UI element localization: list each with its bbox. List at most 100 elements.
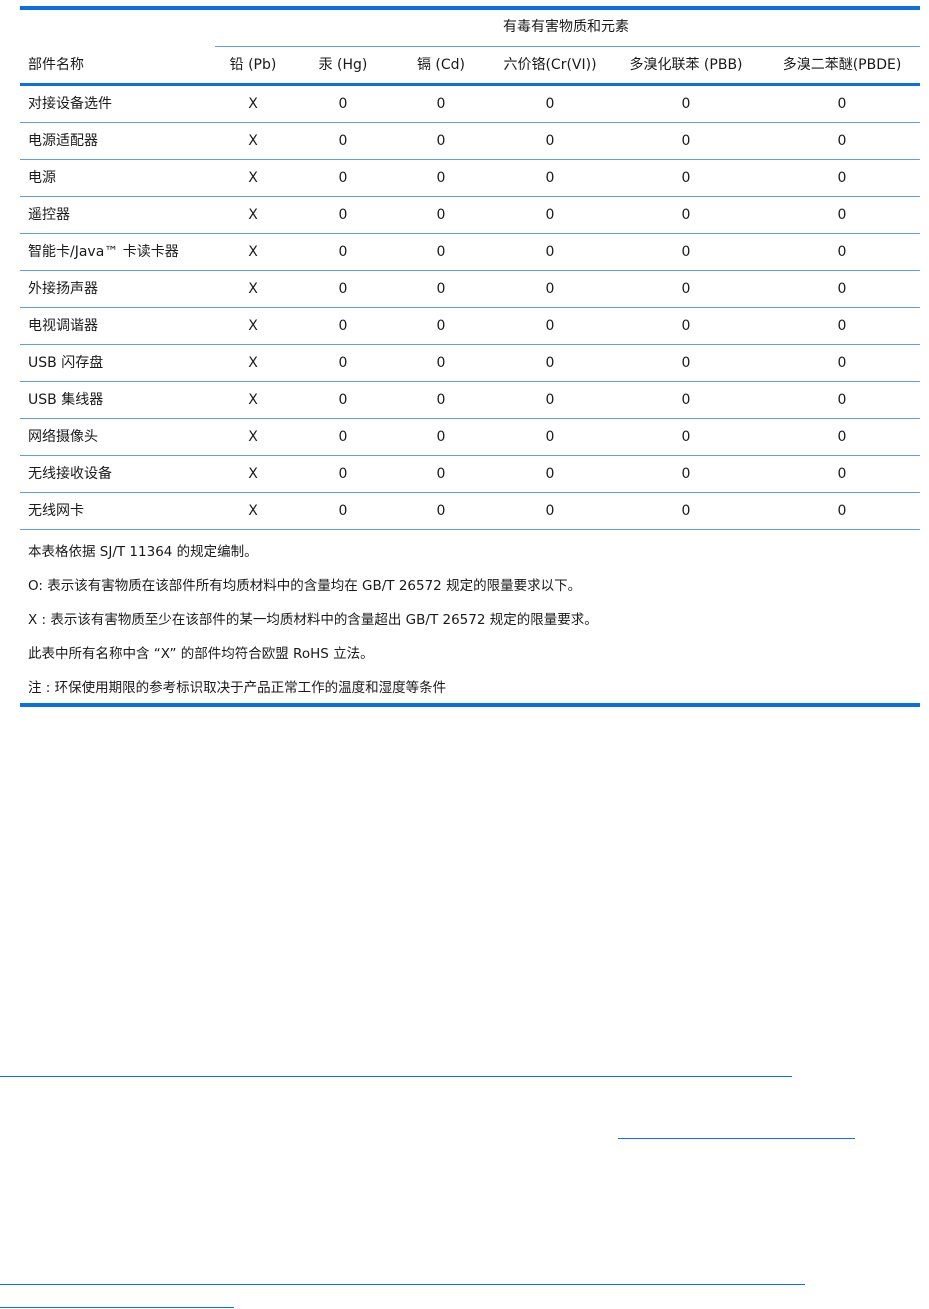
substance-value: 0 — [681, 429, 691, 445]
table-row: 网络摄像头 X 0 0 0 0 0 — [20, 419, 920, 456]
substance-value: 0 — [545, 281, 555, 297]
row-divider — [20, 418, 920, 419]
substance-value: 0 — [436, 429, 446, 445]
component-name: 外接扬声器 — [28, 281, 98, 297]
substance-value: 0 — [837, 355, 847, 371]
substance-value: 0 — [837, 318, 847, 334]
substance-value: 0 — [545, 429, 555, 445]
substance-value: 0 — [338, 466, 348, 482]
column-header: 六价铬(Cr(VI)) — [503, 57, 597, 73]
substance-value: X — [248, 392, 258, 408]
substance-value: 0 — [545, 244, 555, 260]
substance-value: 0 — [837, 170, 847, 186]
substance-value: 0 — [837, 392, 847, 408]
component-name: 网络摄像头 — [28, 429, 98, 445]
substance-value: 0 — [338, 318, 348, 334]
substance-value: 0 — [338, 503, 348, 519]
note: X : 表示该有害物质至少在该部件的某一均质材料中的含量超出 GB/T 2657… — [28, 612, 598, 628]
substance-value: X — [248, 207, 258, 223]
column-header: 铅 (Pb) — [229, 57, 277, 73]
substance-value: 0 — [338, 207, 348, 223]
substance-value: 0 — [681, 170, 691, 186]
substance-value: X — [248, 318, 258, 334]
component-name: 电源适配器 — [28, 133, 98, 149]
component-name: 对接设备选件 — [28, 96, 112, 112]
table-top-rule — [20, 6, 920, 10]
substance-value: 0 — [436, 466, 446, 482]
substance-value: 0 — [338, 429, 348, 445]
link-underline[interactable] — [0, 1307, 234, 1308]
table-bottom-rule — [20, 703, 920, 707]
substance-value: 0 — [545, 133, 555, 149]
row-divider — [20, 381, 920, 382]
substance-value: 0 — [436, 207, 446, 223]
link-underline[interactable] — [0, 1284, 805, 1285]
substance-value: 0 — [436, 281, 446, 297]
substance-value: 0 — [681, 96, 691, 112]
table-row: 智能卡/Java™ 卡读卡器 X 0 0 0 0 0 — [20, 234, 920, 271]
column-header: 多溴二苯醚(PBDE) — [782, 57, 902, 73]
substance-value: 0 — [837, 96, 847, 112]
substance-value: 0 — [837, 503, 847, 519]
row-divider — [20, 233, 920, 234]
substance-value: 0 — [545, 503, 555, 519]
substance-value: 0 — [436, 170, 446, 186]
substance-value: X — [248, 466, 258, 482]
column-header: 汞 (Hg) — [318, 57, 368, 73]
row-divider — [20, 455, 920, 456]
substance-value: X — [248, 133, 258, 149]
column-header: 镉 (Cd) — [416, 57, 466, 73]
substance-value: X — [248, 96, 258, 112]
column-header: 多溴化联苯 (PBB) — [629, 57, 743, 73]
substance-value: 0 — [545, 355, 555, 371]
substance-value: 0 — [681, 281, 691, 297]
row-divider — [20, 159, 920, 160]
table-row: 电源 X 0 0 0 0 0 — [20, 160, 920, 197]
row-divider — [20, 122, 920, 123]
row-divider — [20, 196, 920, 197]
substance-value: 0 — [837, 244, 847, 260]
substance-value: 0 — [681, 392, 691, 408]
row-divider — [20, 307, 920, 308]
header-rule — [20, 83, 920, 86]
substance-value: 0 — [837, 207, 847, 223]
substance-value: 0 — [837, 466, 847, 482]
substance-value: 0 — [545, 318, 555, 334]
table-row: 外接扬声器 X 0 0 0 0 0 — [20, 271, 920, 308]
component-name: 电视调谐器 — [28, 318, 98, 334]
substance-value: 0 — [338, 244, 348, 260]
table-row: 对接设备选件 X 0 0 0 0 0 — [20, 86, 920, 123]
row-divider — [20, 529, 920, 530]
substance-value: 0 — [681, 466, 691, 482]
substance-value: X — [248, 170, 258, 186]
substance-value: 0 — [681, 244, 691, 260]
table-row: 无线网卡 X 0 0 0 0 0 — [20, 493, 920, 530]
substance-value: 0 — [681, 355, 691, 371]
substance-value: 0 — [681, 503, 691, 519]
component-name: USB 闪存盘 — [28, 355, 104, 371]
substance-value: 0 — [681, 207, 691, 223]
table-row: 电源适配器 X 0 0 0 0 0 — [20, 123, 920, 160]
substance-value: 0 — [436, 355, 446, 371]
substance-value: 0 — [436, 503, 446, 519]
table-row: 遥控器 X 0 0 0 0 0 — [20, 197, 920, 234]
substance-value: 0 — [837, 281, 847, 297]
substance-value: 0 — [436, 244, 446, 260]
substance-value: 0 — [681, 318, 691, 334]
substance-value: X — [248, 503, 258, 519]
link-underline[interactable] — [618, 1138, 855, 1139]
component-name: 无线接收设备 — [28, 466, 112, 482]
substance-value: 0 — [338, 96, 348, 112]
table-row: USB 集线器 X 0 0 0 0 0 — [20, 382, 920, 419]
component-name: 电源 — [28, 170, 56, 186]
component-name: 智能卡/Java™ 卡读卡器 — [28, 244, 179, 260]
substance-value: X — [248, 429, 258, 445]
group-header: 有毒有害物质和元素 — [503, 19, 629, 35]
row-divider — [20, 492, 920, 493]
link-underline[interactable] — [0, 1076, 792, 1077]
substance-value: 0 — [545, 392, 555, 408]
substance-value: 0 — [436, 318, 446, 334]
substance-value: X — [248, 281, 258, 297]
substance-value: 0 — [545, 207, 555, 223]
substance-value: 0 — [545, 96, 555, 112]
